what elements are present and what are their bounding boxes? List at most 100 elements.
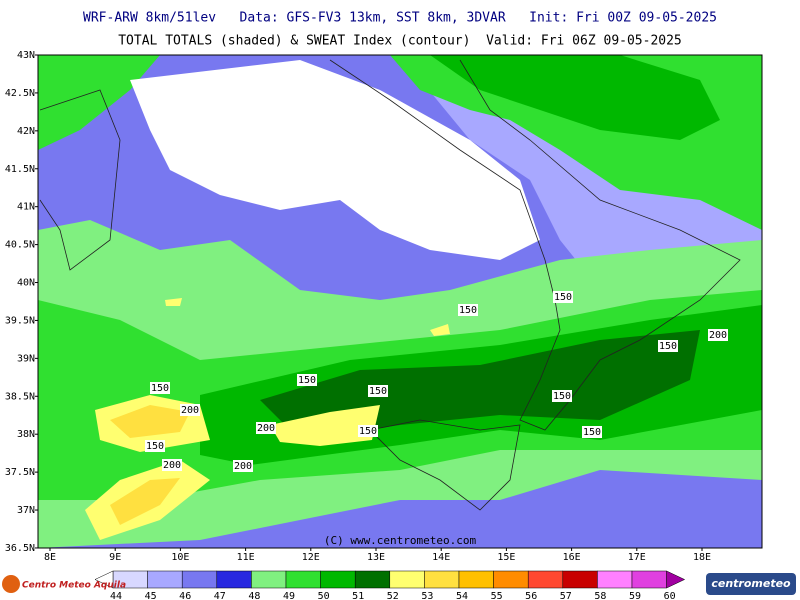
lat-label: 43N — [17, 50, 35, 61]
legend-swatch — [493, 570, 529, 589]
lat-label: 39N — [17, 353, 35, 364]
legend-label: 45 — [145, 591, 157, 600]
axis-labels: 43N 42.5N 42N 41.5N 41N 40.5N 40N 39.5N 39N 38.5N… — [5, 50, 728, 563]
lon-label: 12E — [302, 552, 320, 563]
legend-swatch — [631, 570, 667, 589]
contour-label-bg — [256, 422, 276, 434]
contour-label: 150 — [583, 427, 601, 438]
legend-label: 47 — [214, 591, 226, 600]
legend-swatch — [147, 570, 183, 589]
contour-label-bg — [458, 304, 478, 316]
shade — [270, 405, 380, 446]
legend-swatch — [458, 570, 494, 589]
lat-label: 40N — [17, 278, 35, 289]
contour-label-bg — [145, 440, 165, 452]
legend-swatch — [181, 570, 218, 589]
lon-label: 10E — [171, 552, 189, 563]
title: WRF-ARW 8km/51lev Data: GFS-FV3 13km, SS… — [83, 11, 717, 26]
legend-label: 44 — [110, 591, 122, 600]
legend-label: 58 — [594, 591, 606, 600]
logo-box — [706, 573, 796, 595]
legend-swatch — [320, 570, 356, 589]
shade — [38, 55, 160, 150]
credit: (C) www.centrometeo.com — [324, 534, 477, 547]
contour-label: 200 — [709, 330, 727, 341]
legend-label: 54 — [456, 591, 468, 600]
subtitle: TOTAL TOTALS (shaded) & SWEAT Index (con… — [118, 34, 682, 49]
legend-swatch — [251, 570, 287, 589]
lat-label: 39.5N — [5, 315, 35, 326]
lat-label: 38N — [17, 429, 35, 440]
legend-label: 52 — [387, 591, 399, 600]
map-frame — [37, 54, 763, 549]
legend-label: 46 — [179, 591, 191, 600]
legend-label: 55 — [491, 591, 503, 600]
contour-label-bg — [180, 404, 200, 416]
legend-arrow — [666, 570, 686, 589]
logo-right: centrometeo — [711, 577, 791, 590]
legend-label: 57 — [560, 591, 572, 600]
legend-swatch — [597, 570, 633, 589]
lat-label: 38.5N — [5, 391, 35, 402]
lat-label: 42N — [17, 126, 35, 137]
lon-label: 9E — [109, 552, 121, 563]
lon-label: 16E — [563, 552, 581, 563]
contour-label: 150 — [459, 305, 477, 316]
lat-label: 37N — [17, 505, 35, 516]
legend-label: 48 — [248, 591, 260, 600]
lat-label: 36.5N — [5, 543, 35, 554]
lat-label: 42.5N — [5, 88, 35, 99]
contour-label-bg — [658, 340, 678, 352]
legend-swatch — [216, 570, 252, 589]
shade — [110, 405, 190, 525]
legend-swatch — [527, 570, 564, 589]
contour-label-bg — [582, 426, 602, 438]
lon-label: 17E — [628, 552, 646, 563]
legend-label: 59 — [629, 591, 641, 600]
contour-label: 150 — [554, 292, 572, 303]
contour-label-bg — [162, 459, 182, 471]
lon-label: 8E — [44, 552, 56, 563]
contour-label: 200 — [181, 405, 199, 416]
logo-icon — [2, 575, 20, 593]
contour-label: 150 — [359, 426, 377, 437]
map-area: (C) www.centrometeo.com — [37, 54, 763, 549]
coastline — [39, 89, 121, 271]
contour-label: 150 — [659, 341, 677, 352]
lon-label: 14E — [432, 552, 450, 563]
lon-label: 13E — [367, 552, 385, 563]
legend-label: 60 — [664, 591, 676, 600]
lon-label: 18E — [693, 552, 711, 563]
legend-label: 50 — [318, 591, 330, 600]
legend-swatch — [562, 570, 598, 589]
contour-label-bg — [358, 425, 378, 437]
legend: 44 45 46 47 48 49 50 51 52 53 54 55 56 57 58 59 60 — [94, 570, 686, 600]
contour-label: 150 — [553, 391, 571, 402]
contour-label-bg — [552, 390, 572, 402]
legend-label: 49 — [283, 591, 295, 600]
legend-label: 53 — [421, 591, 433, 600]
legend-label: 51 — [352, 591, 364, 600]
contour-label: 150 — [298, 375, 316, 386]
contour-label-bg — [150, 382, 170, 394]
coastline — [369, 419, 521, 511]
legend-swatch — [389, 570, 425, 589]
logo-left: Centro Meteo Aquila — [22, 581, 126, 591]
lat-label: 41N — [17, 202, 35, 213]
contour-label: 150 — [369, 386, 387, 397]
contour-label: 200 — [163, 460, 181, 471]
shade — [430, 55, 720, 140]
lat-label: 41.5N — [5, 164, 35, 175]
coastline — [329, 59, 741, 431]
contour-label-bg — [708, 329, 728, 341]
contour-label: 200 — [257, 423, 275, 434]
contour-label-bg — [368, 385, 388, 397]
lon-label: 11E — [237, 552, 255, 563]
legend-swatch — [354, 570, 391, 589]
contour-label: 150 — [151, 383, 169, 394]
contour-label: 200 — [234, 461, 252, 472]
legend-arrow-left — [94, 570, 114, 589]
legend-swatch — [424, 570, 460, 589]
